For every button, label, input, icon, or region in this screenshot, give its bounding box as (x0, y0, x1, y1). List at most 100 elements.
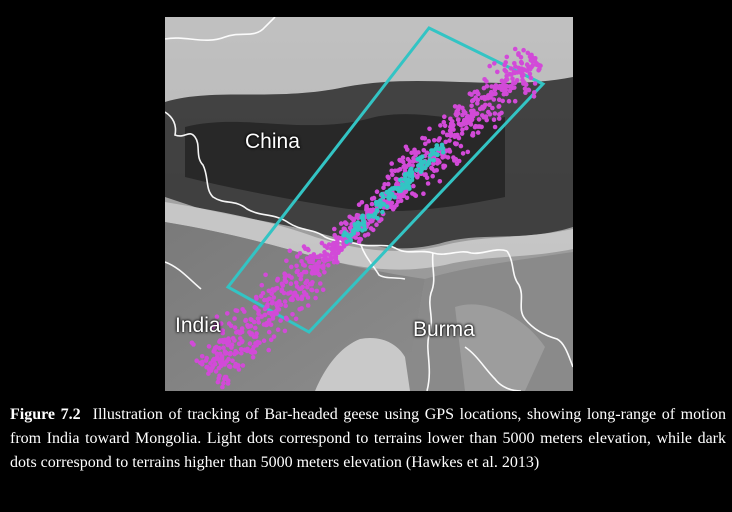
gps-dot-high (194, 358, 199, 364)
gps-dot-high (274, 301, 279, 306)
gps-dot-low (371, 214, 376, 219)
gps-dot-high (221, 340, 226, 345)
gps-dot-high (285, 291, 291, 296)
border-china-india-west (165, 111, 362, 246)
gps-dot-high (304, 256, 310, 261)
gps-dot-high (227, 351, 233, 357)
gps-dot-high (335, 241, 340, 246)
gps-dot-high (485, 95, 491, 101)
gps-dot-high (525, 50, 531, 56)
gps-dot-high (480, 104, 485, 110)
gps-dot-high (332, 226, 337, 232)
gps-dot-high (441, 165, 446, 170)
gps-dot-high (351, 218, 356, 223)
gps-dot-high (484, 117, 490, 123)
gps-dot-high (284, 317, 290, 322)
gps-dot-high (430, 173, 436, 179)
gps-dot-high (223, 374, 229, 380)
gps-dot-high (460, 127, 465, 132)
gps-dot-high (333, 235, 339, 240)
gps-dot-high (397, 157, 402, 163)
gps-dot-high (294, 284, 300, 289)
gps-dot-low (345, 232, 350, 237)
border-nepal-bhutan (360, 244, 406, 280)
gps-dot-high (467, 119, 472, 124)
gps-dot-high (460, 151, 466, 156)
gps-dot-high (289, 264, 294, 270)
gps-dot-high (355, 215, 361, 221)
gps-dot-high (320, 287, 326, 293)
gps-dot-high (322, 243, 328, 249)
gps-dot-high (294, 254, 300, 259)
gps-dot-high (492, 61, 497, 66)
gps-dot-high (208, 361, 213, 366)
gps-dot-high (310, 257, 316, 262)
gps-dot-high (328, 253, 333, 259)
gps-dot-high (221, 345, 226, 351)
gps-dot-low (408, 173, 413, 179)
gps-dot-high (521, 72, 526, 78)
gps-dot-high (339, 247, 344, 252)
gps-dot-high (469, 103, 474, 109)
gps-dot-low (374, 208, 380, 214)
gps-dot-high (470, 98, 476, 103)
gps-dot-low (431, 157, 437, 163)
gps-dot-high (465, 149, 471, 155)
gps-dot-high (459, 131, 465, 136)
gps-dot-high (496, 104, 502, 109)
gps-dot-high (389, 168, 394, 174)
gps-dot-high (368, 219, 374, 224)
gps-dot-high (292, 290, 298, 296)
gps-dot-high (295, 268, 300, 274)
gps-dot-high (504, 73, 509, 79)
gps-dot-high (266, 329, 272, 335)
gps-dot-low (399, 181, 405, 187)
gps-dot-high (220, 330, 225, 336)
gps-dot-high (532, 90, 537, 95)
gps-dot-low (387, 196, 392, 201)
gps-dot-high (503, 83, 508, 89)
gps-dot-high (212, 361, 218, 367)
gps-dot-high (253, 334, 259, 339)
gps-dot-high (335, 245, 341, 250)
gps-dot-high (198, 360, 203, 366)
gps-dot-high (436, 138, 441, 143)
gps-dot-high (314, 288, 320, 294)
gps-dot-high (297, 251, 303, 256)
elevation-map (165, 17, 573, 391)
border-pakistan (165, 261, 202, 290)
gps-dot-high (189, 340, 195, 346)
gps-dot-high (528, 75, 534, 81)
gps-dot-high (257, 340, 262, 346)
gps-dot-high (243, 317, 249, 323)
gps-dot-high (518, 59, 524, 65)
gps-dot-high (220, 384, 225, 390)
gps-dot-high (389, 161, 394, 166)
gps-dot-high (239, 339, 245, 345)
gps-dot-high (229, 345, 234, 350)
gps-dot-high (506, 98, 512, 104)
gps-dot-high (299, 296, 305, 302)
gps-dot-high (230, 336, 236, 341)
gps-dot-high (232, 325, 238, 330)
gps-dot-high (532, 81, 538, 86)
gps-dot-high (482, 77, 487, 82)
gps-dot-high (271, 334, 277, 339)
gps-dot-high (521, 47, 526, 53)
gps-dot-high (431, 161, 436, 167)
gps-dot-high (511, 80, 516, 86)
gps-dot-high (268, 337, 274, 343)
gps-dot-high (454, 112, 459, 118)
gps-dot-high (342, 220, 348, 225)
gps-dot-high (249, 317, 254, 323)
gps-dot-high (238, 347, 244, 352)
gps-dot-high (491, 117, 497, 122)
gps-dot-high (252, 304, 258, 310)
gps-dot-high (512, 46, 518, 52)
gps-dot-high (529, 64, 534, 70)
gps-dot-high (520, 77, 525, 83)
gps-dot-high (261, 338, 267, 344)
gps-dot-high (248, 332, 253, 337)
gps-dot-high (432, 138, 437, 143)
gps-dot-high (421, 148, 427, 153)
